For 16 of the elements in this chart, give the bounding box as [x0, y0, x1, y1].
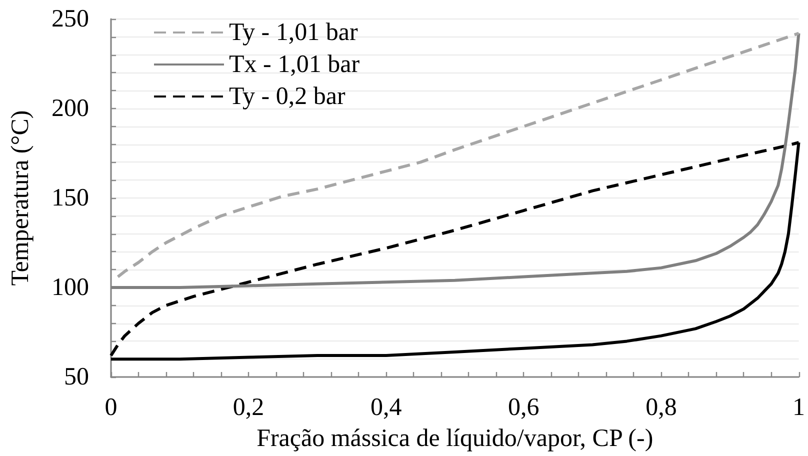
x-axis-title: Fração mássica de líquido/vapor, CP (-) — [256, 425, 654, 452]
x-tick-label: 0,8 — [646, 394, 677, 421]
x-tick-label: 0 — [104, 394, 118, 421]
legend-label: Ty - 0,2 bar — [229, 83, 346, 110]
legend-label: Ty - 1,01 bar — [229, 19, 358, 46]
y-axis-title: Temperatura (°C) — [7, 110, 34, 286]
y-tick-label: 150 — [52, 184, 89, 212]
x-tick-label: 0,6 — [508, 394, 540, 421]
x-tick-label: 0,4 — [370, 394, 402, 421]
y-tick-label: 100 — [52, 274, 89, 301]
y-tick-label: 200 — [52, 95, 89, 122]
legend-label: Tx - 1,01 bar — [229, 51, 360, 78]
x-tick-label: 1 — [792, 394, 805, 421]
y-tick-label: 50 — [64, 364, 89, 390]
y-tick-label: 250 — [52, 6, 89, 32]
x-tick-label: 0,2 — [232, 394, 264, 421]
